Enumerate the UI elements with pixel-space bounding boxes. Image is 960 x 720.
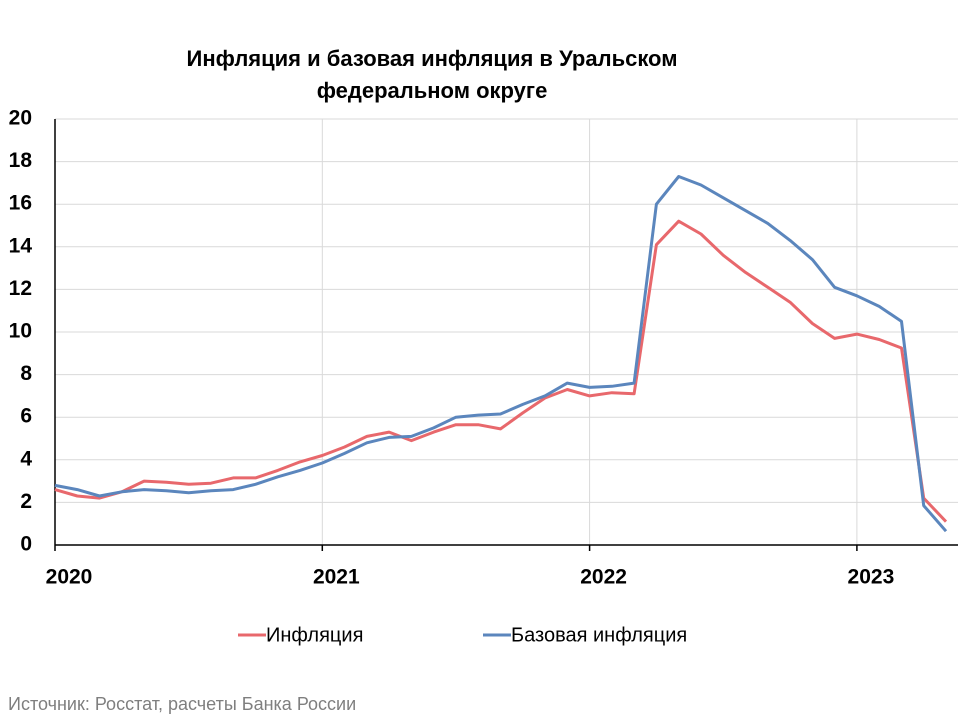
legend-label: Базовая инфляция: [511, 624, 687, 646]
x-tick-label: 2022: [580, 566, 627, 589]
y-tick-label: 0: [20, 533, 32, 556]
line-series: [54, 219, 948, 523]
line-series: [54, 175, 948, 533]
x-tick-label: 2023: [848, 566, 895, 589]
y-tick-label: 10: [9, 320, 32, 343]
legend-label: Инфляция: [266, 624, 363, 646]
y-tick-label: 2: [20, 490, 32, 513]
y-tick-label: 8: [20, 362, 32, 385]
y-tick-label: 20: [9, 107, 32, 130]
y-tick-label: 18: [9, 149, 33, 172]
source-note: Источник: Росстат, расчеты Банка России: [8, 694, 356, 714]
y-tick-label: 12: [9, 277, 32, 300]
y-tick-label: 14: [9, 234, 33, 257]
x-tick-label: 2021: [313, 566, 360, 589]
x-tick-label: 2020: [46, 566, 93, 589]
chart-title: Инфляция и базовая инфляция в Уральском: [187, 46, 678, 71]
y-tick-label: 4: [20, 447, 32, 470]
y-tick-label: 16: [9, 192, 32, 215]
y-tick-label: 6: [20, 405, 32, 428]
chart-title: федеральном округе: [317, 78, 548, 103]
